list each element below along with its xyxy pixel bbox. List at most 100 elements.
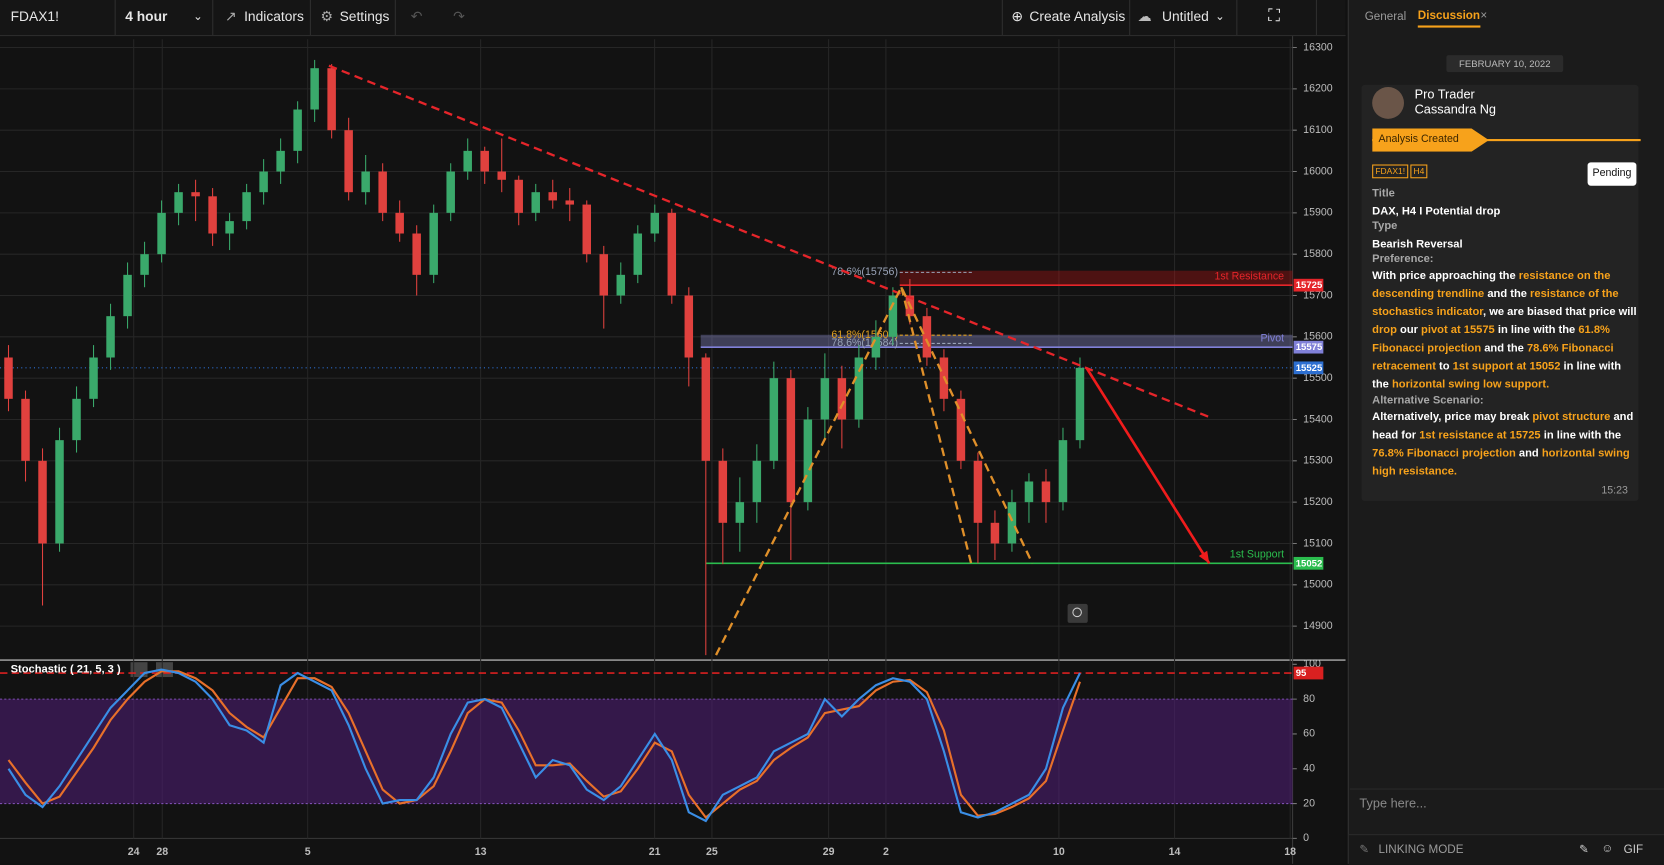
message-input[interactable] <box>1349 788 1664 821</box>
candle-body <box>89 357 98 399</box>
candle-body <box>701 357 711 461</box>
candle-body <box>276 150 285 172</box>
footer-bar <box>1348 834 1664 865</box>
y-tick-label: 15400 <box>1303 413 1333 425</box>
separator <box>1129 0 1131 36</box>
level-label: 1st Resistance <box>1214 270 1284 282</box>
y-tick-label: 20 <box>1303 797 1315 809</box>
candle-body <box>599 254 609 296</box>
candle-body <box>667 212 677 296</box>
candle-body <box>990 522 1000 544</box>
candle-body <box>446 171 455 213</box>
alternative-text: Alternatively, price may break pivot str… <box>1372 409 1639 481</box>
y-tick-label: 16300 <box>1303 41 1333 53</box>
candle-body <box>106 316 115 358</box>
y-tick-label: 15100 <box>1303 537 1333 549</box>
y-tick-label: 0 <box>1303 832 1309 844</box>
candle-body <box>395 212 404 234</box>
separator <box>212 0 214 36</box>
fullscreen-button[interactable]: ⛶ <box>1268 7 1281 26</box>
candle-body <box>259 171 268 193</box>
settings-button[interactable]: Settings <box>339 8 390 25</box>
candle-body <box>1041 481 1051 503</box>
highlight-text: horizontal swing high resistance. <box>1372 446 1630 478</box>
text: and head for <box>1372 410 1634 442</box>
text: With price approaching the <box>1372 269 1519 283</box>
candle-body <box>616 274 626 296</box>
attach-icon[interactable]: ✎ <box>1579 843 1589 857</box>
layout-chevron[interactable]: ⌄ <box>1215 10 1225 24</box>
candle-body <box>242 192 251 222</box>
candle-body <box>922 316 932 358</box>
y-tick-label: 15700 <box>1303 289 1333 301</box>
emoji-icon[interactable]: ☺ <box>1601 842 1614 856</box>
interval[interactable]: 4 hour <box>125 8 168 25</box>
indicators-icon: ↗ <box>224 8 237 25</box>
candle-body <box>565 200 574 205</box>
linking-icon[interactable]: ✎ <box>1359 843 1370 857</box>
indicators-button[interactable]: Indicators <box>244 8 304 25</box>
redo-button[interactable]: ↷ <box>453 8 465 25</box>
level-tag-bg <box>1293 556 1324 570</box>
candle-body <box>531 192 540 213</box>
drawing-line <box>900 286 973 564</box>
text: and the <box>1484 287 1531 301</box>
idea-icon[interactable] <box>1067 603 1088 623</box>
symbol[interactable]: FDAX1! <box>10 8 59 25</box>
date-pill: FEBRUARY 10, 2022 <box>1446 55 1564 73</box>
discussion-panel: General Discussion × FEBRUARY 10, 2022 P… <box>1347 0 1664 865</box>
candle-body <box>310 68 319 110</box>
candle-body <box>55 440 64 544</box>
gif-button[interactable]: GIF <box>1623 843 1644 857</box>
candle-body <box>735 502 745 523</box>
candle-body <box>378 171 387 213</box>
fib-label: 78.6%(15584) <box>831 337 898 349</box>
candle-body <box>157 212 166 255</box>
candle-body <box>412 233 421 275</box>
stochastic-title: Stochastic ( 21, 5, 3 ) <box>11 664 121 676</box>
level-label: Pivot <box>1260 332 1284 344</box>
linking-mode[interactable]: LINKING MODE <box>1378 843 1464 857</box>
level-label: 1st Support <box>1230 549 1284 561</box>
tab-close[interactable]: × <box>1480 9 1488 23</box>
x-tick-label: 24 <box>128 846 140 858</box>
x-tick-label: 2 <box>883 846 889 858</box>
drawing-line <box>1085 367 1211 565</box>
candle-body <box>208 196 217 234</box>
text: , we are biased that price will <box>1483 305 1637 319</box>
candle-body <box>973 460 983 523</box>
y-tick-label: 16200 <box>1303 83 1333 95</box>
text: in line with the <box>1494 323 1579 337</box>
author-name: Cassandra Ng <box>1414 101 1497 117</box>
level-tag: 15725 <box>1296 280 1323 291</box>
candle-body <box>1058 440 1068 503</box>
candle-body <box>769 378 779 461</box>
candle-body <box>684 295 694 358</box>
candle-body <box>174 192 183 213</box>
highlight-text: 1st resistance at 15725 <box>1419 428 1541 442</box>
candle-body <box>803 419 813 503</box>
status-button[interactable]: Pending <box>1587 162 1637 186</box>
status-banner: Analysis Created <box>1378 133 1459 146</box>
highlight-text: 76.8% Fibonacci projection <box>1372 446 1516 460</box>
preference-text: With price approaching the resistance on… <box>1372 267 1639 393</box>
create-analysis-button[interactable]: Create Analysis <box>1029 8 1126 25</box>
y-tick-label: 16000 <box>1303 165 1333 177</box>
layout-button[interactable]: Untitled <box>1162 8 1209 25</box>
tab-discussion[interactable]: Discussion <box>1417 10 1481 28</box>
arrow-head <box>1198 550 1210 564</box>
interval-chevron[interactable]: ⌄ <box>193 10 203 24</box>
undo-button[interactable]: ↶ <box>410 8 423 25</box>
x-tick-label: 28 <box>156 846 168 858</box>
y-tick-label: 14900 <box>1303 620 1333 632</box>
indicator-settings-icon[interactable] <box>130 662 148 678</box>
candle-body <box>956 398 966 461</box>
tab-general[interactable]: General <box>1364 10 1407 24</box>
idea-icon-bulb <box>1072 607 1082 618</box>
field-label: Title <box>1372 186 1395 200</box>
highlight-text: pivot structure <box>1532 410 1611 424</box>
x-tick-label: 29 <box>823 846 835 858</box>
separator <box>1315 0 1317 36</box>
candle-body <box>1075 367 1085 441</box>
